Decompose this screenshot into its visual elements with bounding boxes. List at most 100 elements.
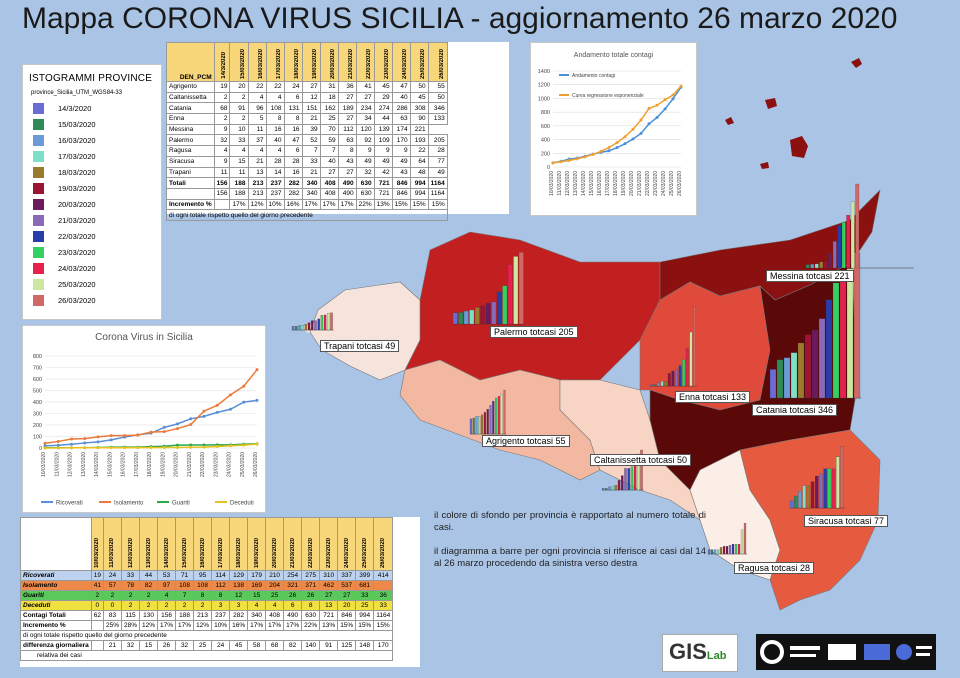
- table-cell: 15%: [355, 620, 375, 631]
- legend-label: 14/3/2020: [58, 103, 92, 113]
- data-point: [202, 445, 206, 449]
- table-cell: 237: [265, 187, 285, 200]
- table-cell: 221: [409, 123, 429, 136]
- table-cell: 36: [373, 590, 394, 601]
- legend-item: 19/03/2020: [33, 180, 161, 196]
- table-cell: 83: [102, 610, 123, 621]
- table-row: Isolamento 41 57 78 82 97 108 108 112 138 169 204 32…: [20, 580, 394, 591]
- date-header: 14/3/2020: [213, 42, 231, 82]
- table-cell: 96: [247, 102, 267, 115]
- histogram-bar: [624, 468, 627, 491]
- histogram-bar: [627, 468, 630, 491]
- y-tick-label: 1400: [538, 69, 550, 75]
- histogram-bar: [298, 325, 301, 331]
- table-header-row: DEN_PCM 14/3/2020 15/03/2020 16/03/2020 17/0…: [166, 42, 448, 82]
- table-cell: 45: [229, 640, 249, 651]
- table-cell: 27: [337, 113, 357, 125]
- y-tick-label: 200: [33, 423, 42, 429]
- row-name: Guariti: [20, 590, 92, 601]
- legend-item: 17/03/2020: [33, 148, 161, 164]
- data-point: [591, 152, 595, 156]
- table-corner: DEN_PCM: [166, 42, 215, 82]
- x-tick-label: 10/03/2020: [549, 171, 555, 196]
- note-row: relativa dei casi: [19, 650, 394, 661]
- histogram-bar: [475, 416, 478, 435]
- data-point: [162, 430, 166, 434]
- table-cell: 15%: [337, 620, 357, 631]
- histogram-bar: [478, 416, 481, 435]
- row-name: Totali: [166, 177, 215, 189]
- histogram-bar: [828, 253, 833, 269]
- table-cell: 33: [120, 570, 141, 581]
- table-cell: 274: [373, 102, 393, 115]
- data-point: [229, 407, 232, 411]
- note-row: di ogni totale rispetto quello del giorn…: [166, 209, 448, 221]
- table-cell: 17%: [265, 620, 285, 631]
- table-cell: 2: [120, 600, 141, 611]
- table-cell: 90: [409, 113, 429, 125]
- histogram-bar: [846, 268, 854, 399]
- table-cell: 188: [229, 177, 249, 189]
- table-cell: 37: [247, 134, 267, 147]
- table-cell: 179: [247, 570, 267, 581]
- histogram-bar: [731, 543, 735, 555]
- legend-swatch: [33, 246, 44, 258]
- date-header: 25/03/2020: [409, 42, 429, 82]
- data-point: [607, 145, 611, 149]
- data-point: [70, 446, 73, 450]
- data-point: [255, 442, 259, 446]
- label-messina: Messina totcasi 221: [766, 270, 854, 282]
- histogram-bar: [463, 310, 469, 325]
- y-tick-label: 400: [33, 400, 42, 406]
- table-row: Ragusa 4 4 4 4 6 7 7 8 9 9 9 22 28: [166, 145, 448, 157]
- table-cell: 282: [283, 177, 303, 189]
- table-cell: 71: [175, 570, 195, 581]
- date-header: 12/03/2020: [120, 517, 141, 571]
- table-cell: 49: [373, 155, 393, 168]
- x-tick-label: 15/03/2020: [107, 452, 113, 477]
- histogram-bar: [452, 312, 458, 325]
- table-cell: 2: [175, 600, 195, 611]
- x-tick-label: 14/03/2020: [94, 452, 100, 477]
- table-cell: 15: [247, 590, 267, 601]
- table-cell: 15: [139, 640, 159, 651]
- data-point: [149, 430, 153, 434]
- date-header: 24/03/2020: [391, 42, 411, 82]
- table-cell: 26: [301, 590, 321, 601]
- histogram-bar: [605, 488, 608, 491]
- data-point: [70, 442, 73, 446]
- legend-label: 23/03/2020: [58, 247, 96, 257]
- table-cell: 17%: [175, 620, 195, 631]
- x-tick-label: 10/03/2020: [41, 452, 47, 477]
- table-cell: 237: [265, 177, 285, 189]
- histogram-bar: [685, 348, 689, 387]
- row-name: Ragusa: [166, 145, 215, 157]
- date-header: 15/03/2020: [229, 42, 249, 82]
- histogram-bar: [617, 480, 621, 491]
- histogram-bar: [794, 495, 798, 509]
- histogram-bar: [837, 225, 842, 269]
- table-cell: 205: [427, 134, 448, 147]
- table-cell: 39: [301, 123, 321, 136]
- histogram-bar: [836, 456, 840, 509]
- table-cell: 27: [337, 166, 357, 179]
- x-tick-label: 17/03/2020: [134, 452, 140, 477]
- table-row: Messina 9 10 11 16 16 39 70 112 120 139 174 221: [166, 123, 448, 136]
- table-cell: 33: [355, 590, 375, 601]
- table-cell: [90, 640, 104, 651]
- table-cell: 45: [373, 81, 393, 93]
- legend-label: 21/03/2020: [58, 215, 96, 225]
- table-cell: 140: [301, 640, 321, 651]
- data-point: [202, 414, 206, 418]
- data-point: [655, 116, 659, 120]
- table-cell: 537: [337, 580, 357, 591]
- histogram-bar: [769, 369, 777, 399]
- table-cell: 58: [247, 640, 267, 651]
- x-tick-label: 11/03/2020: [557, 171, 563, 196]
- y-tick-label: 1000: [538, 96, 550, 102]
- x-tick-label: 16/03/2020: [121, 452, 127, 477]
- table-cell: 44: [373, 113, 393, 125]
- table-cell: 9: [355, 145, 375, 157]
- legend-swatch: [33, 182, 44, 194]
- legend-label: 24/03/2020: [58, 263, 96, 273]
